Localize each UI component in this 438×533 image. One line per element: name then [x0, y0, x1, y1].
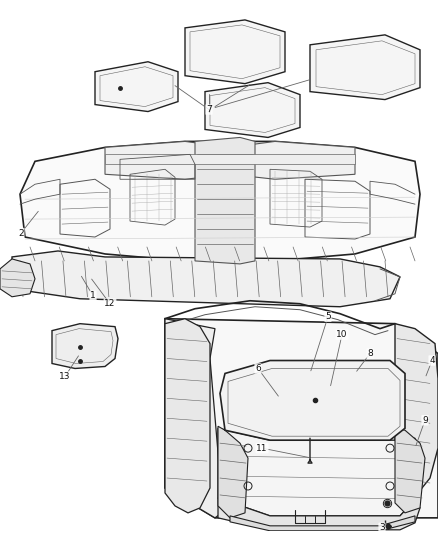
- Text: 7: 7: [206, 104, 212, 115]
- Text: 9: 9: [422, 416, 428, 425]
- Text: 6: 6: [255, 364, 261, 373]
- Polygon shape: [218, 426, 248, 518]
- Polygon shape: [95, 62, 178, 111]
- Polygon shape: [195, 138, 255, 264]
- Polygon shape: [310, 35, 420, 100]
- Text: 5: 5: [325, 312, 331, 321]
- Polygon shape: [105, 155, 355, 164]
- Polygon shape: [230, 516, 415, 531]
- Polygon shape: [20, 141, 420, 261]
- Text: 4: 4: [429, 356, 435, 365]
- Text: 13: 13: [59, 372, 71, 381]
- Polygon shape: [395, 428, 425, 513]
- Polygon shape: [220, 360, 405, 440]
- Polygon shape: [105, 141, 230, 179]
- Text: 11: 11: [256, 443, 268, 453]
- Polygon shape: [165, 319, 210, 513]
- Polygon shape: [165, 319, 235, 518]
- Polygon shape: [218, 428, 415, 516]
- Text: 3: 3: [379, 523, 385, 532]
- Text: 8: 8: [367, 349, 373, 358]
- Polygon shape: [12, 251, 400, 306]
- Polygon shape: [395, 324, 438, 498]
- Text: 1: 1: [90, 291, 96, 300]
- Polygon shape: [52, 324, 118, 368]
- Polygon shape: [205, 83, 300, 138]
- Polygon shape: [165, 319, 438, 518]
- Polygon shape: [0, 259, 35, 297]
- Text: 10: 10: [336, 330, 348, 339]
- Text: 12: 12: [104, 299, 116, 308]
- Polygon shape: [230, 141, 355, 179]
- Text: 2: 2: [18, 229, 24, 238]
- Text: 7: 7: [206, 105, 212, 114]
- Polygon shape: [218, 498, 420, 530]
- Polygon shape: [185, 20, 285, 84]
